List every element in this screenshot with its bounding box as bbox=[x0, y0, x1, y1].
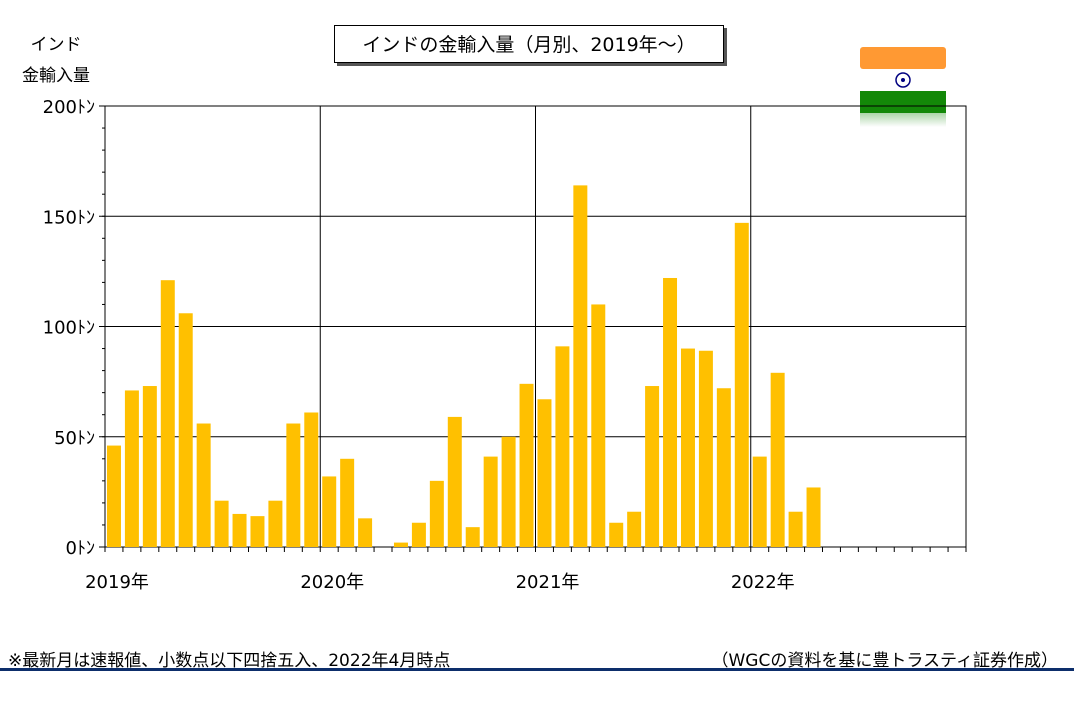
bar-month-30 bbox=[627, 511, 642, 547]
bar-month-31 bbox=[645, 386, 660, 547]
bar-month-40 bbox=[806, 487, 821, 547]
y-tick-label: 200ﾄﾝ bbox=[43, 97, 95, 118]
bar-month-37 bbox=[752, 456, 767, 547]
bar-month-32 bbox=[663, 277, 678, 547]
year-label: 2020年 bbox=[300, 572, 364, 593]
bar-month-35 bbox=[716, 388, 731, 547]
bar-month-19 bbox=[429, 480, 444, 547]
bar-month-5 bbox=[178, 313, 193, 547]
year-label: 2022年 bbox=[731, 572, 795, 593]
bar-month-38 bbox=[770, 372, 785, 547]
bar-month-11 bbox=[286, 423, 301, 547]
y-axis-label-line2: 金輸入量 bbox=[22, 66, 90, 86]
bar-month-23 bbox=[501, 436, 516, 547]
bar-month-28 bbox=[591, 304, 606, 547]
bar-month-18 bbox=[411, 522, 426, 547]
chart-title: インドの金輸入量（月別、2019年〜） bbox=[334, 25, 724, 63]
year-label: 2021年 bbox=[516, 572, 580, 593]
bar-month-9 bbox=[250, 516, 265, 547]
bar-month-21 bbox=[465, 527, 480, 547]
source-credit: （WGCの資料を基に豊トラスティ証券作成） bbox=[711, 651, 1059, 671]
bar-month-13 bbox=[322, 476, 337, 547]
bar-month-39 bbox=[788, 511, 803, 547]
axis-layer: 0ﾄﾝ 50ﾄﾝ 100ﾄﾝ 150ﾄﾝ 200ﾄﾝ 2019年 2020年 2021年 202… bbox=[43, 97, 967, 593]
bar-month-29 bbox=[609, 522, 624, 547]
bar-month-27 bbox=[573, 185, 588, 547]
year-label: 2019年 bbox=[85, 572, 149, 593]
bar-month-20 bbox=[447, 416, 462, 547]
india-flag-icon bbox=[860, 47, 946, 127]
y-tick-label: 50ﾄﾝ bbox=[54, 428, 95, 449]
bar-month-33 bbox=[680, 348, 695, 547]
bar-month-36 bbox=[734, 222, 749, 548]
bar-month-7 bbox=[214, 500, 229, 547]
bar-month-4 bbox=[160, 280, 175, 547]
grid-layer bbox=[104, 105, 967, 548]
bar-month-15 bbox=[358, 518, 373, 547]
bar-month-26 bbox=[555, 346, 570, 547]
footer-divider bbox=[0, 668, 1074, 671]
bar-month-12 bbox=[304, 412, 319, 547]
bar-layer bbox=[106, 185, 821, 548]
bar-month-22 bbox=[483, 456, 498, 547]
bar-month-8 bbox=[232, 513, 247, 547]
y-tick-label: 150ﾄﾝ bbox=[43, 207, 95, 228]
bar-month-1 bbox=[106, 445, 121, 547]
bar-month-3 bbox=[142, 386, 157, 547]
bar-month-25 bbox=[537, 399, 552, 547]
y-axis-label: インド 金輸入量 bbox=[14, 30, 98, 92]
footnote: ※最新月は速報値、小数点以下四捨五入、2022年4月時点 bbox=[8, 651, 451, 671]
y-tick-label: 0ﾄﾝ bbox=[66, 538, 95, 559]
y-tick-label: 100ﾄﾝ bbox=[43, 318, 95, 339]
bar-month-14 bbox=[340, 458, 355, 547]
bar-month-34 bbox=[698, 350, 713, 547]
plot-frame bbox=[104, 105, 967, 548]
bar-month-24 bbox=[519, 383, 534, 547]
bar-month-2 bbox=[124, 390, 139, 547]
y-axis-label-line1: インド bbox=[30, 35, 82, 55]
bar-month-6 bbox=[196, 423, 211, 547]
bar-month-17 bbox=[393, 542, 408, 547]
bar-month-10 bbox=[268, 500, 283, 547]
